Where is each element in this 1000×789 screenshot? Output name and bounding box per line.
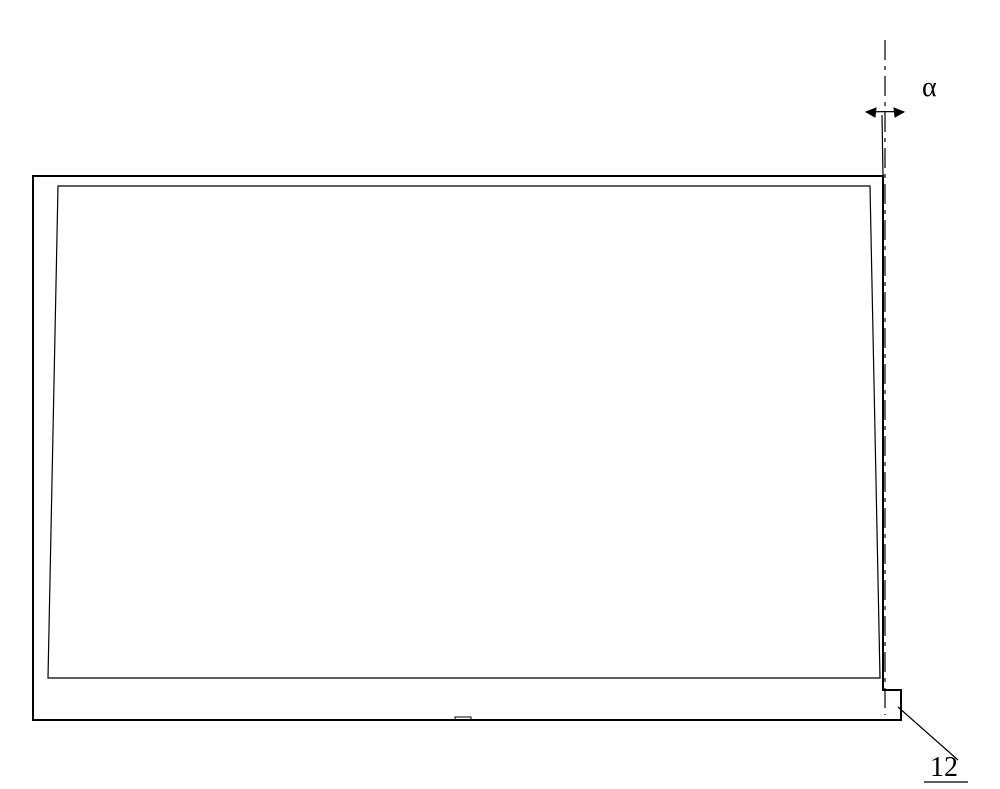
diagram-svg [0, 0, 1000, 789]
ref-12-label: 12 [930, 752, 958, 784]
angle-arrow-left [866, 108, 876, 117]
alpha-label: α [922, 72, 937, 104]
engineering-diagram: α 12 [0, 0, 1000, 789]
angle-arrow-right [894, 108, 904, 117]
inner-cavity [48, 186, 880, 678]
bottom-notch [455, 717, 471, 720]
outer-wall [33, 176, 901, 720]
angle-ref-tick [882, 115, 883, 176]
